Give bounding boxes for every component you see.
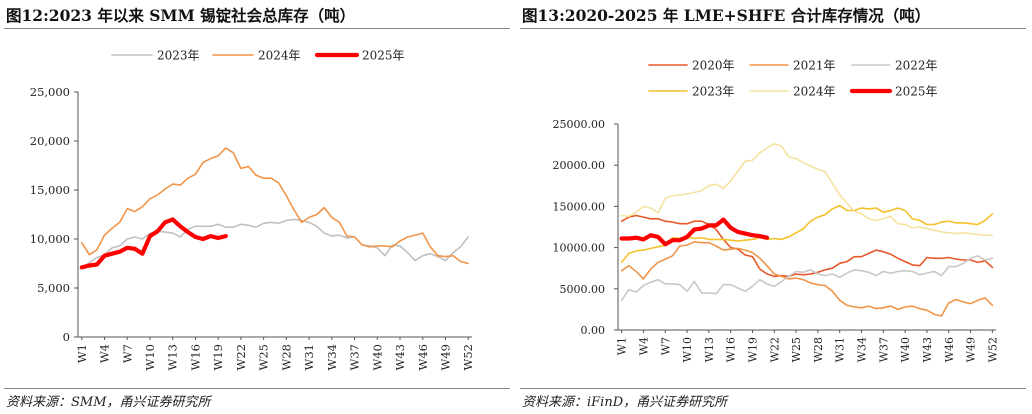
x-tick-label: W34 bbox=[856, 337, 869, 362]
legend-label: 2024年 bbox=[258, 49, 301, 63]
y-tick-label: 20000.00 bbox=[553, 159, 606, 172]
x-tick-label: W1 bbox=[75, 344, 89, 363]
y-tick-label: 25000.00 bbox=[553, 118, 606, 131]
legend-label: 2024年 bbox=[793, 85, 836, 99]
x-tick-label: W7 bbox=[659, 337, 672, 355]
chart-panel-lme-shfe-inventory: 图13:2020-2025 年 LME+SHFE 合计库存情况（吨） 0.00 5… bbox=[516, 0, 1032, 414]
legend-label: 2025年 bbox=[362, 49, 405, 63]
series-line-2023年 bbox=[620, 204, 994, 264]
x-tick-label: W46 bbox=[943, 337, 956, 362]
x-tick-label: W43 bbox=[393, 344, 407, 370]
source-note: 资料来源：iFinD，甬兴证券研究所 bbox=[522, 395, 728, 410]
legend-label: 2022年 bbox=[895, 59, 938, 73]
x-tick-label: W16 bbox=[188, 344, 202, 370]
chart-canvas: 0.00 5000.00 10000.00 15000.00 20000.00 25000… bbox=[553, 59, 1000, 363]
legend-label: 2023年 bbox=[692, 85, 735, 99]
x-tick-label: W13 bbox=[703, 337, 716, 362]
x-tick-label: W4 bbox=[98, 344, 112, 363]
x-tick-label: W52 bbox=[461, 344, 475, 370]
x-tick-label: W46 bbox=[416, 344, 430, 370]
chart-canvas: 0 5,000 10,000 15,000 20,000 25,000 W1 W4 W7 W10 W… bbox=[30, 49, 475, 371]
x-tick-label: W16 bbox=[725, 337, 738, 362]
legend-label: 2020年 bbox=[692, 59, 735, 73]
x-tick-label: W1 bbox=[616, 337, 629, 355]
y-tick-label: 10,000 bbox=[30, 232, 70, 246]
x-tick-label: W19 bbox=[746, 337, 759, 362]
x-tick-label: W34 bbox=[325, 344, 339, 370]
source-note: 资料来源：SMM，甬兴证券研究所 bbox=[6, 395, 211, 410]
y-tick-label: 25,000 bbox=[30, 85, 70, 99]
x-tick-label: W22 bbox=[768, 337, 781, 362]
x-tick-label: W28 bbox=[279, 344, 293, 370]
legend-label: 2021年 bbox=[793, 59, 836, 73]
x-tick-label: W37 bbox=[348, 344, 362, 370]
y-tick-label: 5,000 bbox=[37, 281, 70, 295]
y-tick-label: 10000.00 bbox=[553, 242, 606, 255]
legend-label: 2023年 bbox=[157, 49, 200, 63]
x-tick-label: W37 bbox=[877, 337, 890, 362]
series-line-2022年 bbox=[620, 255, 994, 302]
source-divider bbox=[4, 388, 510, 389]
y-tick-label: 20,000 bbox=[30, 134, 70, 148]
x-tick-label: W40 bbox=[370, 344, 384, 370]
legend-label: 2025年 bbox=[895, 85, 938, 99]
series-line-2021年 bbox=[620, 241, 994, 317]
y-tick-label: 15000.00 bbox=[553, 200, 606, 213]
x-tick-label: W7 bbox=[120, 344, 134, 363]
source-divider bbox=[520, 388, 1026, 389]
y-tick-label: 5000.00 bbox=[560, 283, 606, 296]
title-divider bbox=[520, 28, 1026, 29]
x-tick-label: W19 bbox=[211, 344, 225, 370]
chart-title: 图13:2020-2025 年 LME+SHFE 合计库存情况（吨） bbox=[522, 6, 931, 25]
x-tick-label: W40 bbox=[899, 337, 912, 362]
x-tick-label: W49 bbox=[965, 337, 978, 362]
y-tick-label: 0.00 bbox=[581, 324, 606, 337]
chart-title: 图12:2023 年以来 SMM 锡锭社会总库存（吨） bbox=[6, 6, 356, 25]
x-tick-label: W22 bbox=[234, 344, 248, 370]
chart-panel-tin-ingot-inventory: 图12:2023 年以来 SMM 锡锭社会总库存（吨） 0 5,000 10,000… bbox=[4, 6, 510, 410]
x-tick-label: W10 bbox=[681, 337, 694, 362]
title-divider bbox=[4, 28, 510, 29]
x-tick-label: W10 bbox=[143, 344, 157, 370]
x-tick-label: W28 bbox=[812, 337, 825, 362]
series-line-2020年 bbox=[620, 214, 994, 278]
series-line-2023年 bbox=[81, 218, 470, 270]
x-tick-label: W43 bbox=[921, 337, 934, 362]
x-tick-label: W25 bbox=[790, 337, 803, 362]
x-tick-label: W31 bbox=[302, 344, 316, 370]
series-line-2025年 bbox=[619, 217, 770, 247]
series-line-2025年 bbox=[79, 217, 228, 270]
y-tick-label: 15,000 bbox=[30, 183, 70, 197]
x-tick-label: W4 bbox=[637, 337, 650, 355]
x-tick-label: W49 bbox=[438, 344, 452, 370]
x-tick-label: W52 bbox=[986, 337, 999, 362]
series-line-2024年 bbox=[620, 143, 994, 236]
y-tick-label: 0 bbox=[63, 330, 70, 344]
x-tick-label: W31 bbox=[834, 337, 847, 362]
x-tick-label: W25 bbox=[257, 344, 271, 370]
series-line-2024年 bbox=[81, 147, 470, 265]
x-tick-label: W13 bbox=[166, 344, 180, 370]
